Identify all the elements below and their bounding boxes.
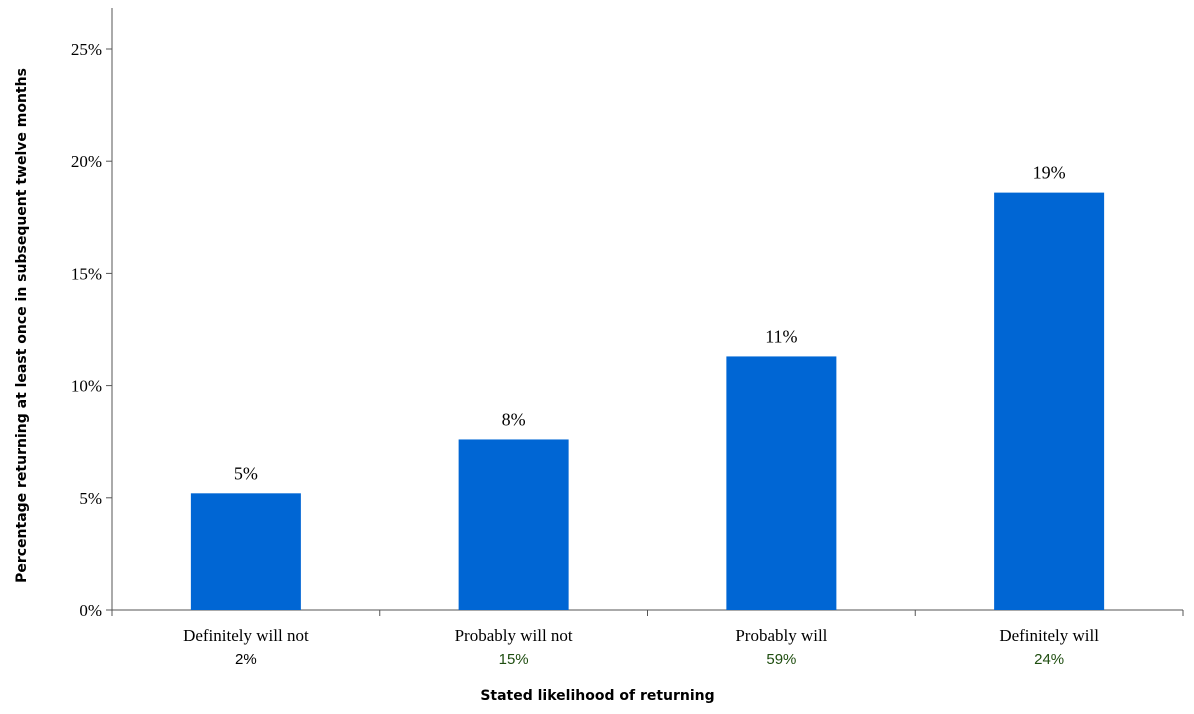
x-axis-title: Stated likelihood of returning <box>480 688 714 704</box>
labels-group: 5% Definitely will not 2% 8% Probably will n… <box>183 163 1099 668</box>
bar-data-label: 5% <box>234 463 258 483</box>
bar-data-label: 19% <box>1033 163 1066 183</box>
x-category-label: Definitely will not <box>183 626 309 645</box>
x-category-share-label: 59% <box>766 651 796 668</box>
bar <box>458 439 569 610</box>
bar <box>190 493 301 610</box>
x-category-label: Probably will <box>735 626 827 645</box>
x-category-share-label: 15% <box>499 651 529 668</box>
y-tick-label: 10% <box>71 377 102 396</box>
x-category-share-label: 24% <box>1034 651 1064 668</box>
bar-data-label: 8% <box>502 409 526 429</box>
y-axis-ticks: 0% 5% 10% 15% 20% 25% <box>71 40 112 620</box>
bar-data-label: 11% <box>765 326 797 346</box>
y-tick-label: 20% <box>71 152 102 171</box>
y-axis-title: Percentage returning at least once in su… <box>14 68 30 583</box>
x-category-label: Definitely will <box>999 626 1099 645</box>
y-tick-label: 0% <box>79 601 102 620</box>
x-category-label: Probably will not <box>455 626 573 645</box>
y-tick-label: 5% <box>79 489 102 508</box>
x-category-share-label: 2% <box>235 651 257 668</box>
bars-group <box>190 192 1105 610</box>
bar <box>994 192 1105 610</box>
y-tick-label: 25% <box>71 40 102 59</box>
bar <box>726 356 837 610</box>
y-tick-label: 15% <box>71 264 102 283</box>
